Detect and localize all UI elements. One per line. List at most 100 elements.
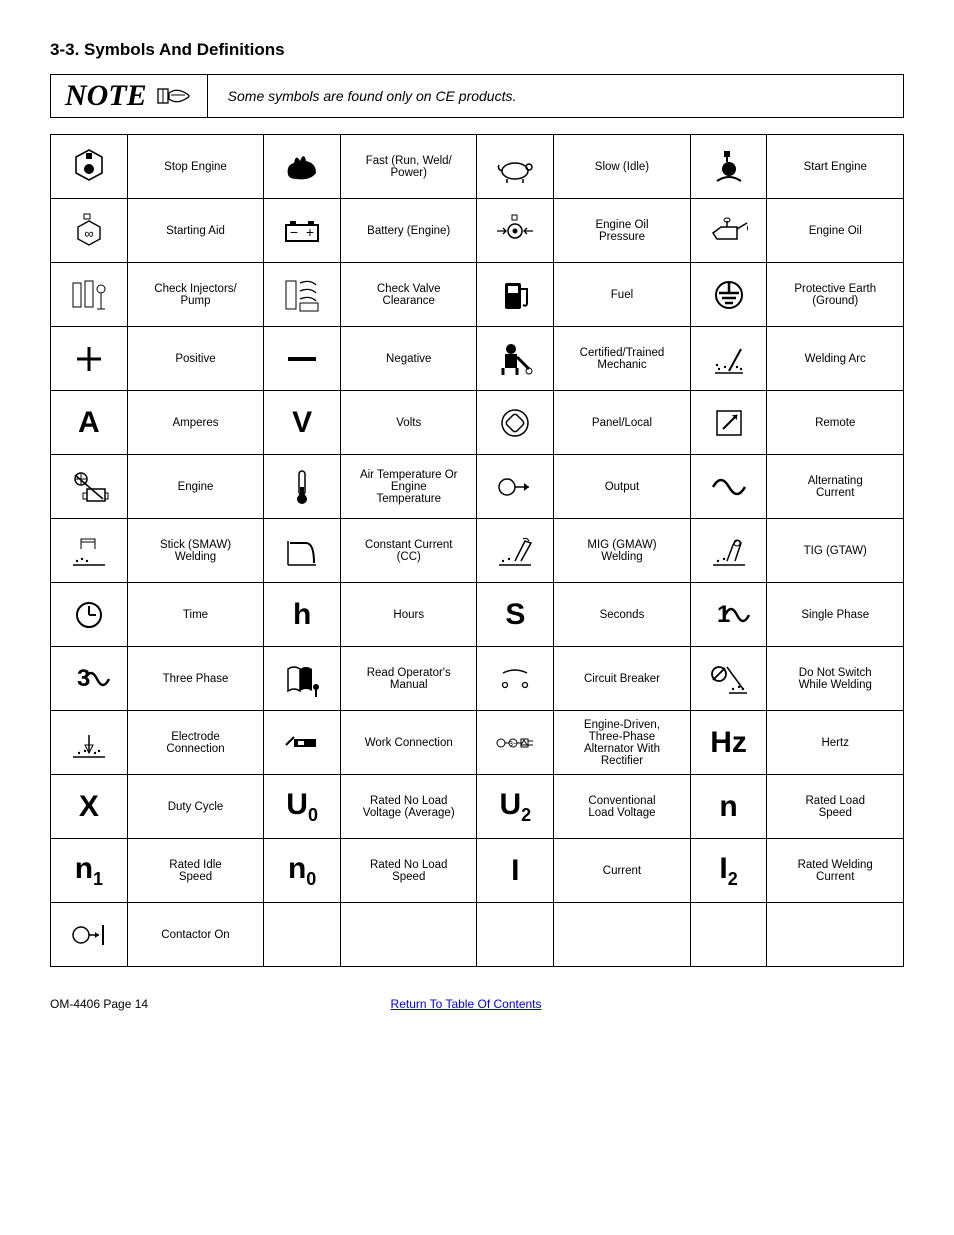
- rabbit-icon: [264, 135, 341, 199]
- symbol-label: Engine Oil: [767, 199, 904, 263]
- symbol-label: Circuit Breaker: [554, 647, 690, 711]
- alternator-icon: 3~: [477, 711, 554, 775]
- ground-icon: [690, 263, 767, 327]
- symbol-label: Panel/Local: [554, 391, 690, 455]
- empty-cell: [477, 903, 554, 967]
- glyph-n0: n0: [264, 839, 341, 903]
- starting-aid-icon: ∞: [51, 199, 128, 263]
- arc-icon: [690, 327, 767, 391]
- panel-icon: [477, 391, 554, 455]
- empty-cell: [554, 903, 690, 967]
- injectors-icon: [51, 263, 128, 327]
- glyph-V: V: [264, 391, 341, 455]
- symbol-label: Output: [554, 455, 690, 519]
- glyph-n1: n1: [51, 839, 128, 903]
- glyph-A: A: [51, 391, 128, 455]
- symbol-label: Contactor On: [127, 903, 263, 967]
- glyph-U2: U2: [477, 775, 554, 839]
- symbol-label: Welding Arc: [767, 327, 904, 391]
- symbol-label: Time: [127, 583, 263, 647]
- valve-icon: [264, 263, 341, 327]
- svg-text:∞: ∞: [84, 226, 93, 241]
- symbol-label: Check ValveClearance: [341, 263, 477, 327]
- note-box: NOTE Some symbols are found only on CE p…: [50, 74, 904, 118]
- symbol-label: Single Phase: [767, 583, 904, 647]
- symbol-label: Read Operator'sManual: [341, 647, 477, 711]
- symbol-label: Amperes: [127, 391, 263, 455]
- symbol-label: Slow (Idle): [554, 135, 690, 199]
- symbol-label: AlternatingCurrent: [767, 455, 904, 519]
- symbol-label: Protective Earth(Ground): [767, 263, 904, 327]
- glyph-n: n: [690, 775, 767, 839]
- engine-icon: [51, 455, 128, 519]
- symbol-label: Fast (Run, Weld/Power): [341, 135, 477, 199]
- svg-text:−: −: [290, 224, 298, 240]
- clock-icon: [51, 583, 128, 647]
- svg-text:+: +: [306, 224, 314, 240]
- section-heading: 3-3. Symbols And Definitions: [50, 40, 904, 60]
- no-switch-icon: [690, 647, 767, 711]
- symbol-label: Constant Current(CC): [341, 519, 477, 583]
- symbol-label: Hours: [341, 583, 477, 647]
- symbol-label: Stop Engine: [127, 135, 263, 199]
- glyph-I: I: [477, 839, 554, 903]
- note-label: NOTE: [65, 79, 147, 113]
- symbols-table: Stop Engine Fast (Run, Weld/Power) Slow (I…: [50, 134, 904, 967]
- glyph-Hz: Hz: [690, 711, 767, 775]
- three-phase-icon: 3: [51, 647, 128, 711]
- symbol-label: Negative: [341, 327, 477, 391]
- symbol-label: TIG (GTAW): [767, 519, 904, 583]
- empty-cell: [264, 903, 341, 967]
- oil-pressure-icon: [477, 199, 554, 263]
- symbol-label: Rated WeldingCurrent: [767, 839, 904, 903]
- page-number: OM-4406 Page 14: [50, 997, 148, 1011]
- symbol-label: Stick (SMAW)Welding: [127, 519, 263, 583]
- symbol-label: Engine: [127, 455, 263, 519]
- symbol-label: Start Engine: [767, 135, 904, 199]
- symbol-label: Engine-Driven,Three-PhaseAlternator With…: [554, 711, 690, 775]
- gmaw-icon: [477, 519, 554, 583]
- mechanic-icon: [477, 327, 554, 391]
- symbol-label: Fuel: [554, 263, 690, 327]
- single-phase-icon: 1: [690, 583, 767, 647]
- symbol-label: Engine OilPressure: [554, 199, 690, 263]
- symbol-label: Battery (Engine): [341, 199, 477, 263]
- thermometer-icon: [264, 455, 341, 519]
- symbol-label: Do Not SwitchWhile Welding: [767, 647, 904, 711]
- glyph-S: S: [477, 583, 554, 647]
- cc-icon: [264, 519, 341, 583]
- svg-text:3: 3: [77, 665, 90, 692]
- symbol-label: Remote: [767, 391, 904, 455]
- glyph-U0: U0: [264, 775, 341, 839]
- gtaw-icon: [690, 519, 767, 583]
- toc-link[interactable]: Return To Table Of Contents: [391, 997, 542, 1011]
- page-footer: OM-4406 Page 14 Return To Table Of Conte…: [50, 997, 904, 1011]
- symbol-label: ConventionalLoad Voltage: [554, 775, 690, 839]
- symbol-label: Volts: [341, 391, 477, 455]
- symbol-label: Duty Cycle: [127, 775, 263, 839]
- oil-can-icon: [690, 199, 767, 263]
- symbol-label: ElectrodeConnection: [127, 711, 263, 775]
- symbol-label: Current: [554, 839, 690, 903]
- note-text: Some symbols are found only on CE produc…: [208, 75, 537, 117]
- battery-icon: −+: [264, 199, 341, 263]
- output-icon: [477, 455, 554, 519]
- fuel-icon: [477, 263, 554, 327]
- symbol-label: Seconds: [554, 583, 690, 647]
- empty-cell: [767, 903, 904, 967]
- plus-icon: [51, 327, 128, 391]
- empty-cell: [690, 903, 767, 967]
- glyph-h: h: [264, 583, 341, 647]
- symbol-label: Rated LoadSpeed: [767, 775, 904, 839]
- turtle-icon: [477, 135, 554, 199]
- manual-icon: [264, 647, 341, 711]
- electrode-icon: [51, 711, 128, 775]
- symbol-label: Three Phase: [127, 647, 263, 711]
- contactor-icon: [51, 903, 128, 967]
- symbol-label: Rated No LoadVoltage (Average): [341, 775, 477, 839]
- symbol-label: Starting Aid: [127, 199, 263, 263]
- glyph-X: X: [51, 775, 128, 839]
- glyph-I2: I2: [690, 839, 767, 903]
- minus-icon: [264, 327, 341, 391]
- symbol-label: MIG (GMAW)Welding: [554, 519, 690, 583]
